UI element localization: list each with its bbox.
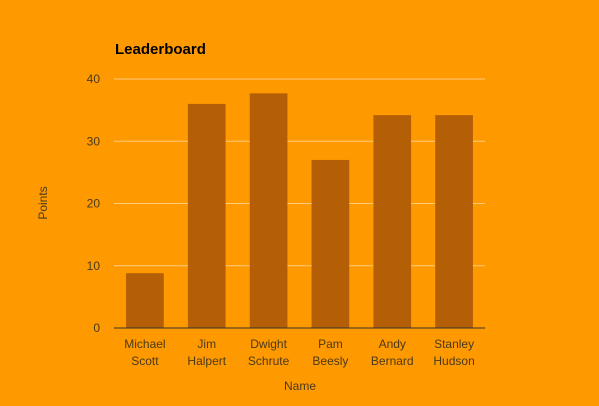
x-tick-label: Andy Bernard bbox=[371, 337, 414, 368]
x-tick-label: Stanley Hudson bbox=[433, 337, 474, 368]
y-tick-label: 30 bbox=[87, 134, 101, 148]
x-axis-label: Name bbox=[284, 379, 316, 393]
y-axis-ticks: 0 10 20 30 40 bbox=[87, 72, 101, 335]
x-tick-label: Pam Beesly bbox=[312, 337, 348, 368]
bars bbox=[126, 93, 473, 329]
bar bbox=[435, 115, 473, 328]
gridlines bbox=[114, 78, 485, 267]
y-tick-label: 20 bbox=[87, 197, 101, 211]
chart-title: Leaderboard bbox=[115, 41, 206, 58]
y-tick-label: 10 bbox=[87, 259, 101, 273]
bar bbox=[249, 93, 288, 328]
y-tick-label: 40 bbox=[87, 72, 101, 86]
bar bbox=[311, 159, 350, 328]
y-tick-label: 0 bbox=[93, 321, 100, 335]
x-tick-label: Jim Halpert bbox=[187, 337, 226, 368]
bar bbox=[373, 115, 412, 328]
x-axis-ticks: Michael Scott Jim Halpert Dwight Schrute Pam Be… bbox=[124, 337, 475, 368]
x-tick-label: Dwight Schrute bbox=[248, 337, 290, 368]
x-tick-label: Michael Scott bbox=[124, 337, 165, 368]
bar bbox=[187, 103, 226, 329]
bar bbox=[126, 273, 164, 328]
y-axis-label: Points bbox=[36, 186, 50, 219]
